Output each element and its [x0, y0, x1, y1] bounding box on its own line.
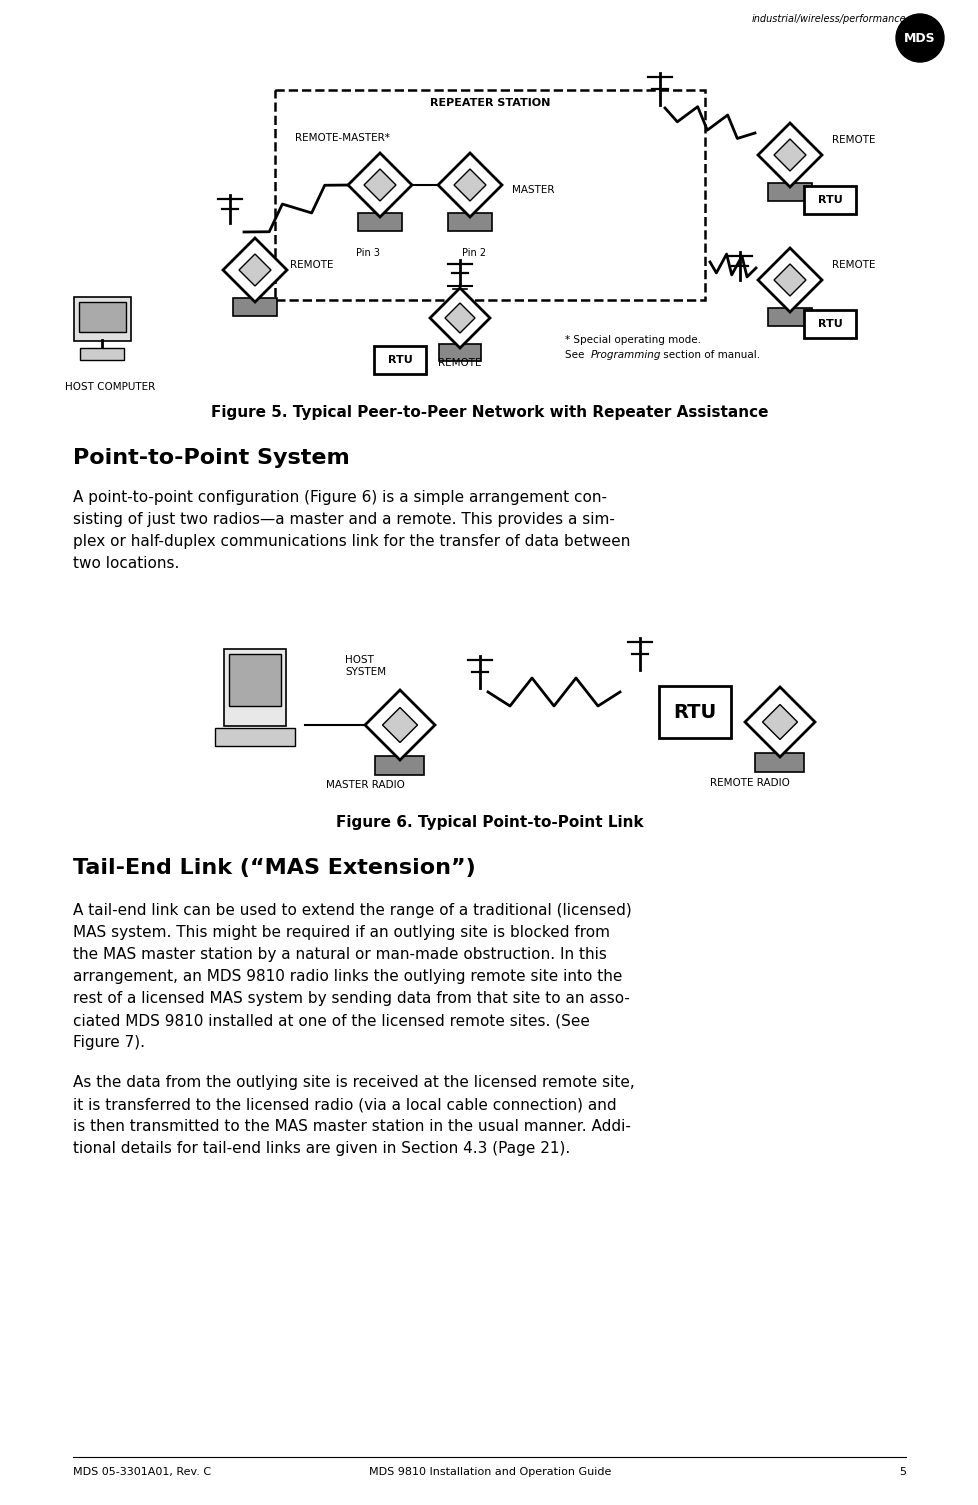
Bar: [438, 345, 480, 361]
Text: MDS: MDS: [904, 32, 935, 45]
Bar: [447, 214, 492, 230]
Text: Tail-End Link (“MAS Extension”): Tail-End Link (“MAS Extension”): [73, 858, 475, 877]
Polygon shape: [762, 704, 797, 739]
Bar: [376, 756, 424, 775]
Polygon shape: [757, 123, 822, 187]
Text: sisting of just two radios—a master and a remote. This provides a sim-: sisting of just two radios—a master and …: [73, 512, 614, 527]
Bar: [658, 686, 731, 737]
Text: RTU: RTU: [673, 703, 716, 721]
Text: industrial/wireless/performance: industrial/wireless/performance: [750, 14, 905, 24]
Polygon shape: [437, 154, 502, 217]
Text: RTU: RTU: [387, 355, 412, 366]
Text: REMOTE: REMOTE: [438, 358, 481, 369]
Text: the MAS master station by a natural or man-made obstruction. In this: the MAS master station by a natural or m…: [73, 947, 606, 962]
Text: Point-to-Point System: Point-to-Point System: [73, 448, 349, 468]
Bar: [80, 348, 124, 360]
Text: RTU: RTU: [817, 196, 841, 205]
FancyBboxPatch shape: [74, 296, 131, 342]
Text: A tail-end link can be used to extend the range of a traditional (licensed): A tail-end link can be used to extend th…: [73, 903, 631, 918]
Text: REMOTE-MASTER*: REMOTE-MASTER*: [294, 132, 389, 143]
Text: tional details for tail-end links are given in Section 4.3 (Page 21).: tional details for tail-end links are gi…: [73, 1141, 569, 1156]
Bar: [275, 90, 704, 299]
Bar: [229, 655, 281, 706]
Text: rest of a licensed MAS system by sending data from that site to an asso-: rest of a licensed MAS system by sending…: [73, 990, 629, 1005]
Text: REMOTE: REMOTE: [831, 260, 874, 269]
Polygon shape: [454, 169, 485, 202]
Text: Pin 2: Pin 2: [462, 248, 486, 257]
Bar: [374, 346, 425, 375]
Bar: [357, 214, 402, 230]
Polygon shape: [744, 686, 814, 757]
Circle shape: [895, 14, 943, 62]
Text: Programming: Programming: [591, 351, 661, 360]
Text: HOST COMPUTER: HOST COMPUTER: [65, 382, 155, 391]
Text: plex or half-duplex communications link for the transfer of data between: plex or half-duplex communications link …: [73, 534, 630, 549]
Text: is then transmitted to the MAS master station in the usual manner. Addi-: is then transmitted to the MAS master st…: [73, 1120, 630, 1133]
Polygon shape: [774, 138, 805, 172]
Bar: [755, 752, 804, 772]
Bar: [803, 310, 855, 339]
Polygon shape: [365, 689, 434, 760]
Text: REPEATER STATION: REPEATER STATION: [429, 98, 550, 108]
Text: REMOTE: REMOTE: [289, 260, 333, 269]
Text: A point-to-point configuration (Figure 6) is a simple arrangement con-: A point-to-point configuration (Figure 6…: [73, 491, 606, 506]
Text: Figure 7).: Figure 7).: [73, 1035, 145, 1050]
Polygon shape: [757, 248, 822, 312]
Bar: [233, 298, 277, 316]
Polygon shape: [223, 238, 287, 303]
Polygon shape: [445, 303, 474, 333]
Text: arrangement, an MDS 9810 radio links the outlying remote site into the: arrangement, an MDS 9810 radio links the…: [73, 969, 622, 984]
FancyBboxPatch shape: [224, 649, 286, 725]
Bar: [767, 309, 812, 325]
Bar: [215, 728, 294, 746]
Text: Figure 5. Typical Peer-to-Peer Network with Repeater Assistance: Figure 5. Typical Peer-to-Peer Network w…: [211, 405, 768, 420]
Text: REMOTE: REMOTE: [831, 135, 874, 144]
Text: Pin 3: Pin 3: [356, 248, 379, 257]
Text: it is transferred to the licensed radio (via a local cable connection) and: it is transferred to the licensed radio …: [73, 1097, 616, 1112]
Text: MASTER RADIO: MASTER RADIO: [326, 780, 404, 790]
Text: MDS 05-3301A01, Rev. C: MDS 05-3301A01, Rev. C: [73, 1467, 211, 1476]
Text: * Special operating mode.: * Special operating mode.: [564, 336, 700, 345]
Text: two locations.: two locations.: [73, 555, 179, 570]
Bar: [79, 303, 126, 333]
Text: Figure 6. Typical Point-to-Point Link: Figure 6. Typical Point-to-Point Link: [335, 816, 644, 829]
Text: REMOTE RADIO: REMOTE RADIO: [709, 778, 789, 789]
Text: As the data from the outlying site is received at the licensed remote site,: As the data from the outlying site is re…: [73, 1075, 634, 1090]
Polygon shape: [774, 263, 805, 296]
Text: MAS system. This might be required if an outlying site is blocked from: MAS system. This might be required if an…: [73, 926, 609, 941]
Text: HOST
SYSTEM: HOST SYSTEM: [344, 655, 385, 677]
Bar: [767, 184, 812, 200]
Text: 5: 5: [898, 1467, 905, 1476]
Polygon shape: [239, 254, 271, 286]
Bar: [803, 187, 855, 214]
Polygon shape: [429, 287, 490, 348]
Text: See: See: [564, 351, 587, 360]
Polygon shape: [382, 707, 417, 742]
Text: RTU: RTU: [817, 319, 841, 330]
Text: MDS 9810 Installation and Operation Guide: MDS 9810 Installation and Operation Guid…: [369, 1467, 610, 1476]
Text: ciated MDS 9810 installed at one of the licensed remote sites. (See: ciated MDS 9810 installed at one of the …: [73, 1013, 590, 1028]
Text: section of manual.: section of manual.: [659, 351, 759, 360]
Polygon shape: [364, 169, 395, 202]
Text: MASTER: MASTER: [511, 185, 554, 196]
Polygon shape: [347, 154, 412, 217]
